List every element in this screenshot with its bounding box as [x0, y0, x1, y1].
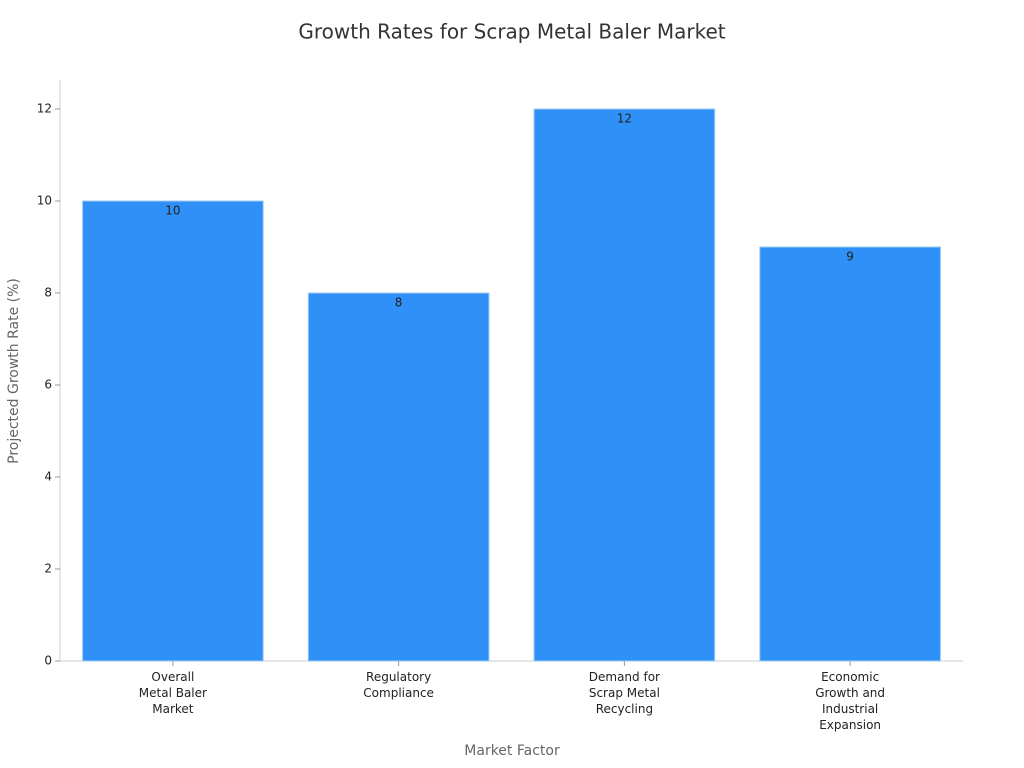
bar: [759, 246, 941, 662]
bar: [533, 108, 716, 662]
x-axis-title: Market Factor: [464, 743, 560, 759]
chart-title: Growth Rates for Scrap Metal Baler Marke…: [298, 20, 725, 44]
x-tick-label: Regulatory Compliance: [363, 670, 434, 700]
value-label: 9: [846, 250, 854, 264]
bar: [82, 200, 264, 662]
y-tick-label: 0: [44, 654, 52, 668]
value-label: 12: [617, 112, 632, 126]
x-tick-label: Overall Metal Baler Market: [139, 670, 207, 716]
bar: [307, 292, 490, 662]
y-tick-label: 12: [37, 102, 52, 116]
value-label: 10: [165, 204, 180, 218]
x-tick-label: Economic Growth and Industrial Expansion: [815, 670, 885, 732]
y-tick-label: 6: [44, 378, 52, 392]
y-axis-title: Projected Growth Rate (%): [6, 278, 22, 464]
y-tick-label: 4: [44, 470, 52, 484]
y-tick-label: 8: [44, 286, 52, 300]
x-tick-label: Demand for Scrap Metal Recycling: [589, 670, 660, 716]
y-tick-label: 2: [44, 562, 52, 576]
y-tick-label: 10: [37, 194, 52, 208]
value-label: 8: [395, 296, 403, 310]
